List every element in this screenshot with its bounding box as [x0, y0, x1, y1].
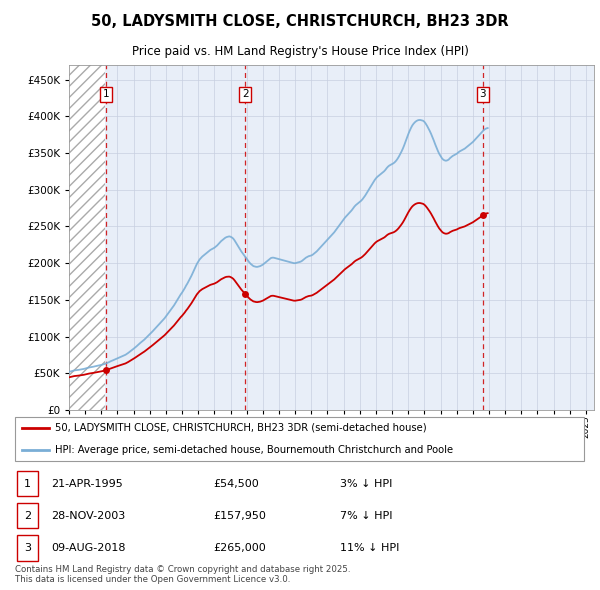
- FancyBboxPatch shape: [17, 471, 38, 496]
- Text: £54,500: £54,500: [214, 478, 259, 489]
- Text: 7% ↓ HPI: 7% ↓ HPI: [340, 511, 393, 521]
- Text: 1: 1: [103, 89, 110, 99]
- Text: 11% ↓ HPI: 11% ↓ HPI: [340, 543, 400, 553]
- Text: 28-NOV-2003: 28-NOV-2003: [51, 511, 125, 521]
- Text: 3: 3: [24, 543, 31, 553]
- FancyBboxPatch shape: [15, 417, 584, 461]
- Text: Contains HM Land Registry data © Crown copyright and database right 2025.
This d: Contains HM Land Registry data © Crown c…: [15, 565, 350, 584]
- Text: 21-APR-1995: 21-APR-1995: [51, 478, 123, 489]
- Text: Price paid vs. HM Land Registry's House Price Index (HPI): Price paid vs. HM Land Registry's House …: [131, 45, 469, 58]
- Text: 50, LADYSMITH CLOSE, CHRISTCHURCH, BH23 3DR (semi-detached house): 50, LADYSMITH CLOSE, CHRISTCHURCH, BH23 …: [55, 423, 427, 433]
- Text: £265,000: £265,000: [214, 543, 266, 553]
- Text: 09-AUG-2018: 09-AUG-2018: [51, 543, 125, 553]
- Text: 50, LADYSMITH CLOSE, CHRISTCHURCH, BH23 3DR: 50, LADYSMITH CLOSE, CHRISTCHURCH, BH23 …: [91, 14, 509, 29]
- Text: 3% ↓ HPI: 3% ↓ HPI: [340, 478, 392, 489]
- Text: £157,950: £157,950: [214, 511, 266, 521]
- Text: 1: 1: [24, 478, 31, 489]
- Text: 3: 3: [479, 89, 486, 99]
- Text: 2: 2: [242, 89, 248, 99]
- FancyBboxPatch shape: [17, 535, 38, 560]
- Text: 2: 2: [24, 511, 31, 521]
- FancyBboxPatch shape: [17, 503, 38, 529]
- Text: HPI: Average price, semi-detached house, Bournemouth Christchurch and Poole: HPI: Average price, semi-detached house,…: [55, 445, 454, 455]
